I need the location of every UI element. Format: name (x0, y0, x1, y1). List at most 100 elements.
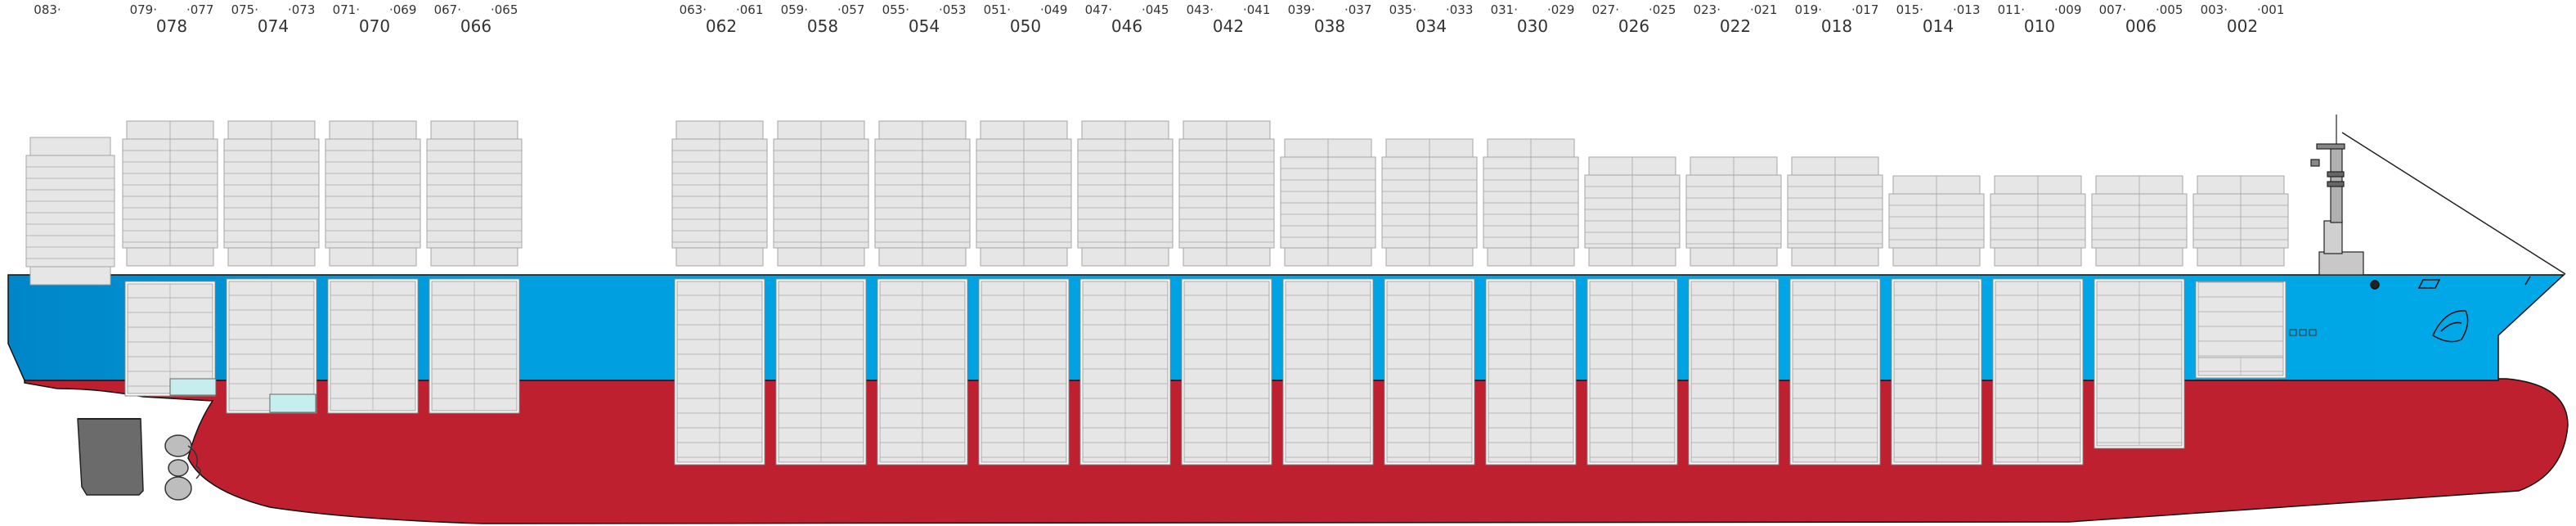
bay-even-label: 006 (2125, 16, 2156, 36)
bay-odd-left-label: 067· (434, 2, 461, 17)
bay-odd-left-label: 031· (1491, 2, 1518, 17)
hold-stack (1282, 278, 1374, 465)
bay-even-label: 066 (460, 16, 491, 36)
bay-odd-right-label: ·005 (2156, 2, 2183, 17)
bay-odd-left-label: 059· (781, 2, 808, 17)
hold-stack (2094, 278, 2185, 449)
bay-even-label: 022 (1720, 16, 1751, 36)
bay-odd-right-label: ·077 (186, 2, 213, 17)
hold-stack (1079, 278, 1171, 465)
bay-odd-left-label: 003· (2201, 2, 2228, 17)
bow-thruster-marks (2289, 329, 2317, 336)
bay-even-label: 014 (1923, 16, 1954, 36)
bay-odd-right-label: ·049 (1040, 2, 1067, 17)
bay-even-label: 074 (258, 16, 289, 36)
container-stack (25, 120, 2289, 465)
bay-even-label: 010 (2024, 16, 2055, 36)
deck-stack (1280, 138, 1376, 267)
deck-stack (1584, 156, 1681, 267)
bay-odd-right-label: ·013 (1953, 2, 1980, 17)
hold-stack (1789, 278, 1881, 465)
deck-stack (25, 137, 115, 285)
bay-odd-left-label: 047· (1085, 2, 1112, 17)
deck-stack (976, 120, 1072, 267)
bay-even-label: 030 (1517, 16, 1548, 36)
deck-stack (874, 120, 971, 267)
bay-odd-left-label: 071· (333, 2, 360, 17)
bay-odd-right-label: ·021 (1750, 2, 1777, 17)
hold-stack (226, 278, 317, 414)
hold-stack (429, 278, 520, 414)
bow-hold-stack (2197, 281, 2284, 358)
bay-even-label: 078 (156, 16, 187, 36)
bay-odd-left-label: 019· (1795, 2, 1822, 17)
hold-stack (1485, 278, 1577, 465)
bay-odd-right-label: ·041 (1243, 2, 1270, 17)
hold-stack (1586, 278, 1678, 465)
hold-stack (775, 278, 867, 465)
bay-odd-right-label: ·045 (1142, 2, 1169, 17)
deck-stack (1381, 138, 1478, 267)
hold-stack (1688, 278, 1779, 465)
bay-odd-right-label: ·033 (1446, 2, 1473, 17)
bay-odd-left-label: 027· (1592, 2, 1619, 17)
bay-odd-left-label: 083· (34, 2, 61, 17)
deck-stack (1888, 175, 1985, 267)
bay-odd-left-label: 055· (882, 2, 909, 17)
bay-even-label: 062 (706, 16, 737, 36)
bay-even-label: 070 (359, 16, 390, 36)
bay-odd-right-label: ·001 (2257, 2, 2284, 17)
rudder (77, 418, 144, 496)
bay-odd-left-label: 039· (1288, 2, 1315, 17)
bay-odd-left-label: 079· (130, 2, 157, 17)
bay-even-label: 058 (807, 16, 838, 36)
hold-stack (877, 278, 968, 465)
deck-stack (1990, 175, 2086, 267)
deck-stack (1685, 156, 1782, 267)
bay-odd-right-label: ·057 (837, 2, 864, 17)
hold-stack (1181, 278, 1272, 465)
bay-odd-right-label: ·009 (2054, 2, 2081, 17)
bay-odd-right-label: ·061 (736, 2, 763, 17)
bay-even-label: 034 (1416, 16, 1447, 36)
deck-stack (325, 120, 421, 267)
hold-stack (978, 278, 1070, 465)
bay-odd-left-label: 035· (1389, 2, 1416, 17)
reefer-container (169, 378, 217, 396)
bay-odd-left-label: 015· (1896, 2, 1923, 17)
bay-odd-right-label: ·069 (389, 2, 416, 17)
bay-odd-left-label: 051· (984, 2, 1011, 17)
deck-stack (1787, 156, 1883, 267)
deck-stack (122, 120, 218, 267)
deck-stack (671, 120, 768, 267)
bay-odd-right-label: ·065 (491, 2, 518, 17)
bay-odd-right-label: ·037 (1344, 2, 1371, 17)
bay-odd-right-label: ·073 (288, 2, 315, 17)
bay-even-label: 038 (1314, 16, 1345, 36)
bay-odd-left-label: 063· (680, 2, 707, 17)
propeller (164, 434, 201, 501)
bay-odd-right-label: ·017 (1851, 2, 1878, 17)
bay-even-label: 026 (1618, 16, 1649, 36)
deck-stack (1178, 120, 1275, 267)
bay-even-label: 046 (1111, 16, 1142, 36)
bridge-mast (2310, 115, 2364, 276)
bay-odd-right-label: ·025 (1649, 2, 1676, 17)
hold-stack (1992, 278, 2084, 465)
bay-even-label: 002 (2227, 16, 2258, 36)
bay-even-label: 018 (1821, 16, 1852, 36)
bay-even-label: 054 (909, 16, 940, 36)
deck-stack (2091, 175, 2188, 267)
deck-stack (426, 120, 523, 267)
bay-odd-left-label: 011· (1998, 2, 2025, 17)
deck-stack (773, 120, 869, 267)
bay-even-label: 050 (1010, 16, 1041, 36)
bay-even-label: 042 (1213, 16, 1244, 36)
reefer-container (269, 393, 316, 413)
deck-stack (223, 120, 320, 267)
deck-stack (1483, 138, 1579, 267)
bay-odd-left-label: 075· (231, 2, 258, 17)
deck-stack (1077, 120, 1174, 267)
